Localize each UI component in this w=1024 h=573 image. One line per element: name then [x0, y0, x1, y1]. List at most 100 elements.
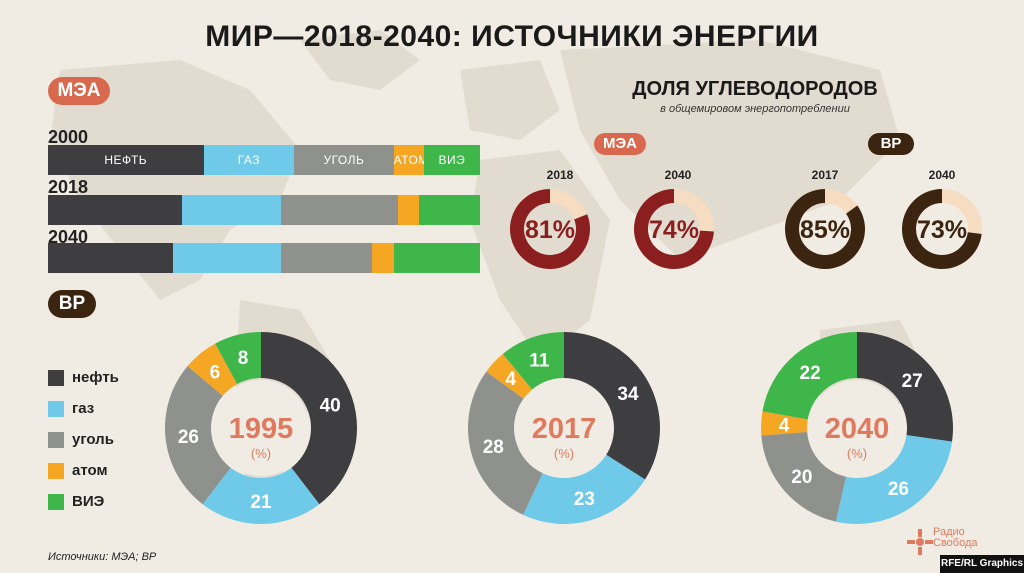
donut-hole — [213, 380, 309, 476]
donut-slice-coal — [761, 431, 846, 522]
donut-slice-nuclear — [187, 343, 238, 396]
logo-text: Радио Свобода — [933, 527, 978, 549]
credit: RFE/RL Graphics — [940, 555, 1024, 573]
hydrocarbon-donut-bp-2040: 73% — [902, 189, 982, 269]
iea-bar-segment-renewables — [419, 195, 480, 225]
legend-item-nuclear: атом — [48, 455, 119, 486]
donut-slice-renewables — [502, 332, 564, 390]
donut-hydrocarbon-share — [902, 189, 982, 269]
donut-slice-oil — [564, 332, 660, 480]
iea-badge: МЭА — [48, 77, 110, 105]
iea-category-label: ВИЭ — [438, 153, 466, 167]
iea-bar-segment-nuclear — [371, 243, 394, 273]
donut-slice-nuclear — [486, 354, 533, 399]
donut-slice-label: 6 — [210, 362, 221, 383]
donut-slice-oil — [261, 331, 357, 505]
donut-slice-label: 4 — [505, 369, 516, 390]
radio-svoboda-logo-icon — [907, 529, 933, 555]
donut-slice-renewables — [762, 332, 857, 420]
hydrocarbon-donut-iea-2018: 81% — [509, 189, 590, 269]
legend-label: уголь — [72, 431, 114, 448]
donut-slice-label: 40 — [320, 396, 341, 417]
iea-bar-segment-nuclear — [397, 195, 420, 225]
donut-slice-label: 20 — [791, 467, 812, 488]
iea-bar-segment-coal: УГОЛЬ — [294, 145, 394, 175]
donut-slice-oil — [857, 332, 954, 442]
iea-category-label: НЕФТЬ — [104, 153, 148, 167]
donut-slice-label: 4 — [779, 416, 790, 437]
legend-label: ВИЭ — [72, 493, 105, 510]
legend-swatch — [48, 400, 64, 417]
iea-bar-segment-coal — [281, 195, 398, 225]
page-title: МИР—2018-2040: ИСТОЧНИКИ ЭНЕРГИИ — [205, 20, 819, 53]
donut-center-unit: (%) — [554, 446, 574, 461]
bp-badge: BP — [48, 290, 96, 318]
donut-slice-label: 26 — [888, 479, 909, 500]
bp-2040-year: 2040 — [928, 168, 956, 182]
iea-2040-year: 2040 — [664, 168, 692, 182]
legend-swatch — [48, 462, 64, 479]
hydrocarbons-title: ДОЛЯ УГЛЕВОДОРОДОВ — [632, 78, 878, 100]
source-note: Источники: МЭА; BP — [48, 551, 157, 563]
iea-year-label: 2000 — [48, 127, 89, 147]
iea-2018-year: 2018 — [546, 168, 574, 182]
donut-hydrocarbon-share — [509, 189, 590, 269]
donut-slice-label: 22 — [800, 363, 821, 384]
donut-value-label: 74% — [649, 216, 699, 244]
donut-center-unit: (%) — [847, 446, 867, 461]
donut-hole — [516, 380, 612, 476]
donut-slice-label: 21 — [250, 492, 272, 513]
iea-year-label: 2018 — [48, 177, 89, 197]
donut-value-label: 73% — [917, 216, 967, 244]
iea-bar-2040 — [48, 243, 480, 273]
iea-bar-2000: НЕФТЬ ГАЗ УГОЛЬ АТОМ ВИЭ — [48, 145, 480, 175]
iea-bar-segment-nuclear: АТОМ — [393, 145, 428, 175]
iea-bar-segment-oil — [48, 195, 182, 225]
legend-label: атом — [72, 462, 108, 479]
hydrocarbon-donut-bp-2017: 85% — [785, 189, 865, 269]
donut-slice-label: 23 — [574, 489, 595, 510]
legend-label: газ — [72, 400, 95, 417]
donut-slice-label: 28 — [483, 437, 504, 458]
donut-slice-gas — [835, 435, 953, 524]
logo-line-1: Радио — [933, 526, 965, 538]
iea-bar-segment-gas: ГАЗ — [203, 145, 295, 175]
iea-bar-segment-gas — [181, 195, 282, 225]
hydrocarbons-bp-badge: BP — [868, 133, 914, 155]
iea-category-label: УГОЛЬ — [323, 153, 365, 167]
iea-bar-segment-oil: НЕФТЬ — [48, 145, 204, 175]
donut-slice-nuclear — [761, 411, 808, 436]
legend-item-oil: нефть — [48, 362, 119, 393]
donut-hole — [809, 380, 905, 476]
donut-slice-label: 34 — [617, 384, 639, 405]
legend-item-gas: газ — [48, 393, 119, 424]
donut-value-label: 85% — [800, 216, 850, 244]
donut-slice-coal — [164, 366, 231, 505]
iea-bar-segment-coal — [281, 243, 372, 273]
bp-2017-year: 2017 — [811, 168, 839, 182]
donut-value-label: 81% — [525, 216, 575, 244]
legend-swatch — [48, 493, 64, 510]
donut-slice-label: 27 — [902, 371, 923, 392]
bp-legend: нефть газ уголь атом ВИЭ — [48, 362, 119, 517]
donut-hydrocarbon-share — [634, 189, 714, 269]
iea-bar-segment-renewables: ВИЭ — [423, 145, 480, 175]
donut-center-unit: (%) — [251, 446, 271, 461]
donut-center-year: 2040 — [825, 413, 890, 445]
legend-item-renewables: ВИЭ — [48, 486, 119, 517]
legend-item-coal: уголь — [48, 424, 119, 455]
donut-center-year: 2017 — [532, 413, 597, 445]
donut-slice-label: 8 — [238, 348, 249, 369]
donut-slice-label: 11 — [529, 350, 550, 371]
donut-slice-gas — [523, 454, 646, 524]
iea-bar-segment-renewables — [393, 243, 480, 273]
iea-bar-segment-gas — [173, 243, 282, 273]
iea-bar-segment-oil — [48, 243, 174, 273]
legend-label: нефть — [72, 369, 119, 386]
bp-donut-1995: 40 21 26 68 1995(%) — [164, 331, 357, 524]
iea-bar-2018 — [48, 195, 480, 225]
donut-slice-gas — [202, 467, 320, 524]
